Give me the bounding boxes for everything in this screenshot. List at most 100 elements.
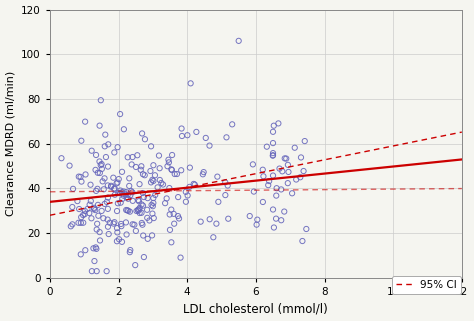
Point — [123, 232, 130, 237]
Point — [77, 215, 85, 220]
Point — [274, 121, 282, 126]
Point — [93, 227, 100, 232]
Point — [144, 236, 152, 241]
Point — [246, 213, 254, 219]
Point — [206, 217, 213, 222]
Point — [104, 195, 112, 200]
Point — [276, 166, 283, 171]
Point — [129, 198, 137, 204]
Point — [174, 195, 182, 200]
Point — [104, 164, 112, 169]
Point — [165, 160, 173, 165]
Point — [136, 205, 144, 210]
Point — [150, 163, 157, 168]
Point — [90, 246, 97, 251]
Point — [197, 219, 204, 224]
Point — [300, 169, 307, 174]
Point — [79, 213, 87, 218]
Point — [249, 162, 256, 167]
Point — [115, 190, 122, 195]
Point — [116, 191, 124, 196]
Point — [92, 188, 100, 194]
Point — [96, 123, 103, 128]
Point — [135, 208, 142, 213]
Point — [138, 202, 146, 207]
Point — [190, 181, 198, 187]
Point — [96, 170, 104, 176]
Point — [118, 196, 126, 202]
Point — [103, 269, 110, 274]
Point — [269, 173, 277, 178]
Point — [202, 135, 210, 141]
Point — [182, 189, 190, 195]
Point — [150, 215, 157, 221]
Point — [128, 162, 136, 167]
Point — [85, 211, 93, 216]
Point — [96, 230, 103, 235]
Point — [296, 175, 304, 180]
Point — [184, 193, 191, 198]
Point — [168, 152, 176, 158]
Point — [144, 195, 152, 201]
Point — [94, 170, 101, 175]
Point — [214, 174, 221, 179]
Point — [284, 162, 292, 168]
Point — [168, 168, 176, 173]
Point — [148, 177, 156, 182]
Point — [186, 184, 193, 189]
Point — [73, 198, 81, 204]
Point — [199, 172, 207, 177]
Point — [163, 196, 171, 201]
Point — [148, 233, 156, 238]
Point — [114, 145, 121, 150]
Point — [138, 131, 146, 136]
Point — [281, 209, 288, 214]
Point — [139, 233, 147, 238]
Point — [114, 230, 121, 235]
Point — [168, 240, 175, 245]
Y-axis label: Clearance MDRD (ml/min): Clearance MDRD (ml/min) — [6, 71, 16, 216]
Point — [113, 181, 120, 186]
Point — [206, 143, 213, 148]
Point — [213, 221, 220, 226]
Point — [94, 202, 102, 207]
Point — [259, 199, 267, 204]
Point — [136, 211, 144, 216]
Point — [269, 207, 277, 212]
Legend: 95% CI: 95% CI — [392, 276, 461, 294]
Point — [147, 180, 155, 185]
Point — [75, 174, 82, 179]
Point — [126, 209, 134, 214]
Point — [104, 224, 112, 229]
Point — [273, 186, 281, 191]
Point — [91, 207, 99, 213]
Point — [259, 167, 266, 172]
Point — [177, 255, 184, 260]
Point — [115, 177, 123, 182]
Point — [187, 81, 194, 86]
Point — [149, 195, 157, 201]
Point — [69, 222, 76, 227]
Point — [91, 258, 98, 264]
Point — [146, 169, 154, 174]
Point — [135, 207, 143, 212]
Point — [200, 169, 208, 175]
Point — [101, 176, 109, 181]
Point — [92, 246, 100, 251]
Point — [270, 123, 278, 128]
Point — [269, 153, 276, 158]
Point — [132, 164, 140, 169]
Point — [134, 207, 142, 213]
Point — [253, 222, 260, 227]
Point — [111, 192, 118, 197]
Point — [173, 171, 181, 177]
Point — [110, 186, 118, 191]
Point — [117, 221, 125, 227]
Point — [291, 145, 299, 150]
Point — [299, 239, 306, 244]
Point — [157, 180, 165, 186]
Point — [90, 205, 98, 210]
Point — [93, 221, 101, 226]
Point — [297, 155, 305, 160]
Point — [139, 190, 146, 195]
